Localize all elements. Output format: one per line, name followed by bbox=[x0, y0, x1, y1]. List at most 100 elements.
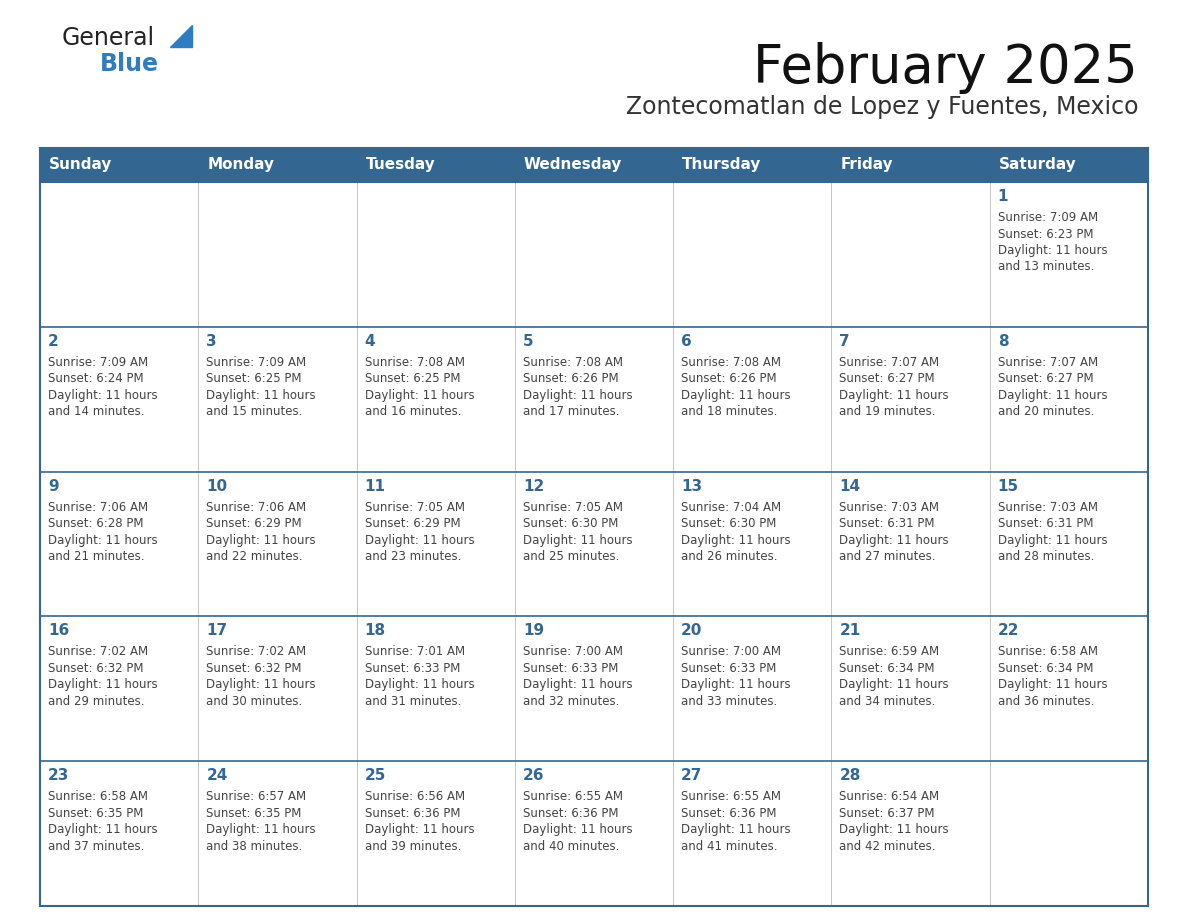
Text: Daylight: 11 hours: Daylight: 11 hours bbox=[365, 389, 474, 402]
Text: Sunset: 6:30 PM: Sunset: 6:30 PM bbox=[681, 517, 777, 530]
Text: Sunday: Sunday bbox=[49, 158, 113, 173]
Text: and 21 minutes.: and 21 minutes. bbox=[48, 550, 145, 563]
Text: 24: 24 bbox=[207, 768, 228, 783]
Bar bbox=[990, 327, 1148, 472]
Text: Sunset: 6:27 PM: Sunset: 6:27 PM bbox=[840, 373, 935, 386]
Text: and 22 minutes.: and 22 minutes. bbox=[207, 550, 303, 563]
Text: Daylight: 11 hours: Daylight: 11 hours bbox=[48, 533, 158, 546]
Text: Sunrise: 7:09 AM: Sunrise: 7:09 AM bbox=[48, 356, 148, 369]
Text: and 32 minutes.: and 32 minutes. bbox=[523, 695, 619, 708]
Bar bbox=[40, 761, 198, 906]
Text: Blue: Blue bbox=[100, 52, 159, 76]
Bar bbox=[514, 761, 674, 906]
Bar bbox=[356, 761, 514, 906]
Bar bbox=[674, 616, 832, 761]
Text: Daylight: 11 hours: Daylight: 11 hours bbox=[523, 389, 632, 402]
Text: Daylight: 11 hours: Daylight: 11 hours bbox=[998, 389, 1107, 402]
Bar bbox=[198, 327, 356, 472]
Bar bbox=[40, 182, 198, 327]
Text: and 20 minutes.: and 20 minutes. bbox=[998, 406, 1094, 419]
Text: and 13 minutes.: and 13 minutes. bbox=[998, 261, 1094, 274]
Bar bbox=[832, 616, 990, 761]
Text: Sunset: 6:25 PM: Sunset: 6:25 PM bbox=[365, 373, 460, 386]
Text: 15: 15 bbox=[998, 478, 1019, 494]
Text: and 39 minutes.: and 39 minutes. bbox=[365, 840, 461, 853]
Text: Sunrise: 7:04 AM: Sunrise: 7:04 AM bbox=[681, 500, 782, 513]
Text: and 36 minutes.: and 36 minutes. bbox=[998, 695, 1094, 708]
Text: Daylight: 11 hours: Daylight: 11 hours bbox=[840, 533, 949, 546]
Text: Daylight: 11 hours: Daylight: 11 hours bbox=[523, 823, 632, 836]
Text: Sunrise: 7:08 AM: Sunrise: 7:08 AM bbox=[365, 356, 465, 369]
Text: 26: 26 bbox=[523, 768, 544, 783]
Text: Sunrise: 6:59 AM: Sunrise: 6:59 AM bbox=[840, 645, 940, 658]
Text: Zontecomatlan de Lopez y Fuentes, Mexico: Zontecomatlan de Lopez y Fuentes, Mexico bbox=[626, 95, 1138, 119]
Text: and 26 minutes.: and 26 minutes. bbox=[681, 550, 778, 563]
Text: Sunrise: 6:56 AM: Sunrise: 6:56 AM bbox=[365, 790, 465, 803]
Text: and 16 minutes.: and 16 minutes. bbox=[365, 406, 461, 419]
Text: and 42 minutes.: and 42 minutes. bbox=[840, 840, 936, 853]
Text: and 33 minutes.: and 33 minutes. bbox=[681, 695, 777, 708]
Bar bbox=[832, 327, 990, 472]
Text: Daylight: 11 hours: Daylight: 11 hours bbox=[365, 823, 474, 836]
Text: Sunrise: 7:07 AM: Sunrise: 7:07 AM bbox=[840, 356, 940, 369]
Text: Tuesday: Tuesday bbox=[366, 158, 435, 173]
Text: Sunset: 6:26 PM: Sunset: 6:26 PM bbox=[523, 373, 619, 386]
Text: Sunset: 6:35 PM: Sunset: 6:35 PM bbox=[207, 807, 302, 820]
Bar bbox=[674, 327, 832, 472]
Text: 23: 23 bbox=[48, 768, 69, 783]
Bar bbox=[514, 472, 674, 616]
Bar bbox=[832, 761, 990, 906]
Text: Daylight: 11 hours: Daylight: 11 hours bbox=[207, 823, 316, 836]
Text: Sunrise: 7:08 AM: Sunrise: 7:08 AM bbox=[523, 356, 623, 369]
Text: 1: 1 bbox=[998, 189, 1009, 204]
Text: Daylight: 11 hours: Daylight: 11 hours bbox=[48, 389, 158, 402]
Text: and 25 minutes.: and 25 minutes. bbox=[523, 550, 619, 563]
Text: Sunrise: 7:05 AM: Sunrise: 7:05 AM bbox=[365, 500, 465, 513]
Text: 4: 4 bbox=[365, 334, 375, 349]
Text: Daylight: 11 hours: Daylight: 11 hours bbox=[681, 823, 791, 836]
Bar bbox=[356, 472, 514, 616]
Text: Sunrise: 7:00 AM: Sunrise: 7:00 AM bbox=[523, 645, 623, 658]
Text: Monday: Monday bbox=[207, 158, 274, 173]
Text: and 14 minutes.: and 14 minutes. bbox=[48, 406, 145, 419]
Text: 27: 27 bbox=[681, 768, 702, 783]
Text: Sunset: 6:32 PM: Sunset: 6:32 PM bbox=[48, 662, 144, 675]
Text: Sunrise: 7:06 AM: Sunrise: 7:06 AM bbox=[48, 500, 148, 513]
Text: Sunset: 6:37 PM: Sunset: 6:37 PM bbox=[840, 807, 935, 820]
Text: Sunset: 6:29 PM: Sunset: 6:29 PM bbox=[365, 517, 460, 530]
Text: Sunset: 6:33 PM: Sunset: 6:33 PM bbox=[523, 662, 618, 675]
Bar bbox=[40, 472, 198, 616]
Text: Sunset: 6:25 PM: Sunset: 6:25 PM bbox=[207, 373, 302, 386]
Text: and 40 minutes.: and 40 minutes. bbox=[523, 840, 619, 853]
Text: and 38 minutes.: and 38 minutes. bbox=[207, 840, 303, 853]
Bar bbox=[198, 616, 356, 761]
Text: 16: 16 bbox=[48, 623, 69, 638]
Text: Sunrise: 6:57 AM: Sunrise: 6:57 AM bbox=[207, 790, 307, 803]
Text: Daylight: 11 hours: Daylight: 11 hours bbox=[365, 533, 474, 546]
Text: and 19 minutes.: and 19 minutes. bbox=[840, 406, 936, 419]
Text: Daylight: 11 hours: Daylight: 11 hours bbox=[681, 678, 791, 691]
Text: Sunrise: 7:09 AM: Sunrise: 7:09 AM bbox=[207, 356, 307, 369]
Bar bbox=[674, 761, 832, 906]
Bar bbox=[356, 182, 514, 327]
Text: 3: 3 bbox=[207, 334, 217, 349]
Text: 18: 18 bbox=[365, 623, 386, 638]
Text: Daylight: 11 hours: Daylight: 11 hours bbox=[998, 244, 1107, 257]
Bar bbox=[990, 761, 1148, 906]
Text: and 15 minutes.: and 15 minutes. bbox=[207, 406, 303, 419]
Text: Sunset: 6:32 PM: Sunset: 6:32 PM bbox=[207, 662, 302, 675]
Bar bbox=[832, 182, 990, 327]
Text: 17: 17 bbox=[207, 623, 227, 638]
Text: 22: 22 bbox=[998, 623, 1019, 638]
Text: Daylight: 11 hours: Daylight: 11 hours bbox=[840, 678, 949, 691]
Text: and 34 minutes.: and 34 minutes. bbox=[840, 695, 936, 708]
Bar bbox=[40, 327, 198, 472]
Bar bbox=[356, 616, 514, 761]
Text: Daylight: 11 hours: Daylight: 11 hours bbox=[681, 533, 791, 546]
Text: Daylight: 11 hours: Daylight: 11 hours bbox=[998, 533, 1107, 546]
Bar bbox=[514, 182, 674, 327]
Text: 19: 19 bbox=[523, 623, 544, 638]
Text: Daylight: 11 hours: Daylight: 11 hours bbox=[523, 678, 632, 691]
Bar bbox=[990, 616, 1148, 761]
Text: Sunrise: 7:06 AM: Sunrise: 7:06 AM bbox=[207, 500, 307, 513]
